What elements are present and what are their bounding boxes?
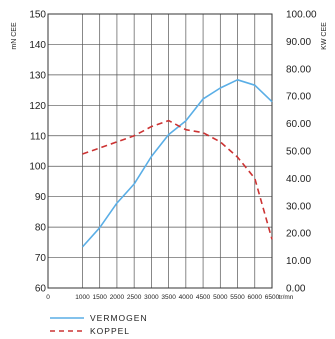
left-axis-ticks: 60 70 80 90 100 110 120 130 140 150: [29, 10, 46, 295]
x-tick-label: tr/mn: [279, 294, 294, 301]
right-tick-label: 40.00: [286, 174, 311, 185]
left-tick-label: 60: [35, 284, 47, 295]
series-line-vermogen: [81, 79, 273, 248]
left-tick-label: 100: [29, 162, 46, 173]
plot-frame: [47, 13, 273, 289]
series-lines: [81, 79, 273, 248]
right-tick-label: 100.00: [286, 10, 317, 21]
x-tick-label: 3500: [161, 294, 176, 301]
series-line-koppel: [82, 119, 273, 240]
right-tick-label: 20.00: [286, 229, 311, 240]
x-tick-label: 4500: [196, 294, 211, 301]
grid: [47, 13, 273, 289]
left-tick-label: 70: [35, 253, 47, 264]
legend-label-koppel: KOPPEL: [90, 326, 130, 336]
right-tick-label: 50.00: [286, 147, 311, 158]
x-tick-label: 6500: [265, 294, 280, 301]
x-tick-label: 0: [46, 294, 50, 301]
x-tick-label: 5000: [213, 294, 228, 301]
x-tick-label: 1500: [92, 294, 107, 301]
x-tick-label: 2000: [110, 294, 125, 301]
left-axis-title: mN CEE: [11, 22, 18, 50]
x-tick-label: 2500: [127, 294, 142, 301]
legend: VERMOGEN KOPPEL: [50, 313, 148, 336]
left-tick-label: 80: [35, 223, 47, 234]
left-tick-label: 110: [30, 131, 46, 142]
left-tick-label: 120: [29, 101, 46, 112]
right-tick-label: 0.00: [286, 284, 306, 295]
left-tick-label: 90: [35, 192, 47, 203]
x-tick-label: 6000: [248, 294, 263, 301]
right-axis-ticks: 0.00 10.00 20.00 30.00 40.00 50.00 60.00 70.00 8…: [286, 10, 317, 295]
right-tick-label: 60.00: [286, 119, 311, 130]
left-tick-label: 130: [29, 70, 46, 81]
right-tick-label: 90.00: [286, 37, 311, 48]
x-tick-label: 4000: [179, 294, 194, 301]
right-tick-label: 30.00: [286, 201, 311, 212]
x-tick-label: 5500: [230, 294, 245, 301]
right-axis-title: KW CEE: [321, 22, 328, 50]
legend-label-vermogen: VERMOGEN: [90, 313, 148, 323]
x-axis-ticks: 0 1000 1500 2000 2500 3000 3500 4000 4500 5000 550…: [46, 294, 294, 301]
left-tick-label: 150: [29, 10, 46, 21]
right-tick-label: 10.00: [286, 256, 311, 267]
left-tick-label: 140: [29, 40, 46, 51]
right-tick-label: 70.00: [286, 92, 311, 103]
x-tick-label: 3000: [144, 294, 159, 301]
x-tick-label: 1000: [75, 294, 90, 301]
right-tick-label: 80.00: [286, 64, 311, 75]
